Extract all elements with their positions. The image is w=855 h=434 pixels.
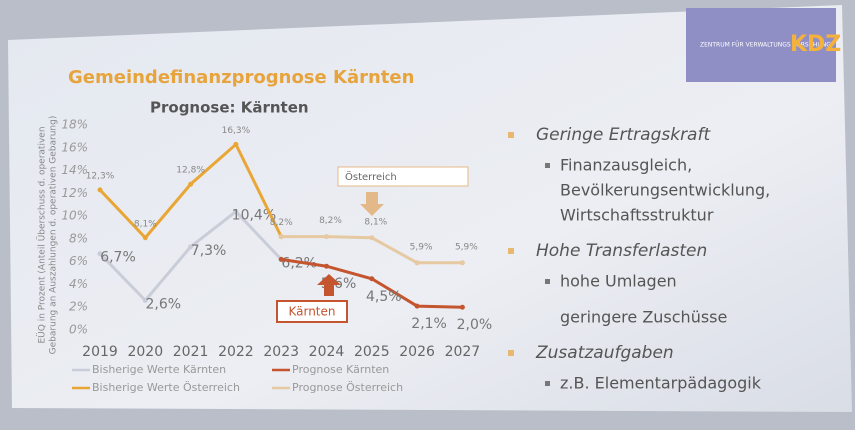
value-label: 8,1% bbox=[364, 217, 387, 227]
value-label: 12,8% bbox=[176, 166, 205, 176]
value-label: 8,2% bbox=[270, 218, 293, 228]
bullet-sub: geringere Zuschüsse bbox=[560, 308, 727, 327]
x-tick-label: 2020 bbox=[127, 344, 163, 360]
x-tick-label: 2022 bbox=[218, 344, 254, 360]
sub-bullet-mark bbox=[545, 279, 550, 284]
x-tick-label: 2024 bbox=[309, 344, 345, 360]
point bbox=[460, 260, 465, 265]
value-label: 5,9% bbox=[410, 242, 433, 252]
y-tick-label: 14% bbox=[61, 163, 88, 177]
y-tick-label: 0% bbox=[69, 323, 88, 337]
y-tick-label: 8% bbox=[69, 231, 88, 245]
point bbox=[233, 142, 238, 147]
value-label: 5,9% bbox=[455, 242, 478, 252]
point bbox=[369, 276, 374, 281]
sub-bullet-mark bbox=[545, 163, 550, 168]
slide: ZENTRUM FÜR VERWALTUNGS FORSCHUNG KDZ Ge… bbox=[0, 0, 855, 430]
value-label: 8,2% bbox=[319, 216, 342, 226]
point bbox=[460, 305, 465, 310]
x-tick-label: 2021 bbox=[173, 344, 209, 360]
bullet-heading: Geringe Ertragskraft bbox=[536, 125, 711, 145]
bullet-sub: Finanzausgleich, bbox=[560, 156, 692, 175]
point bbox=[188, 182, 193, 187]
bullet-heading: Zusatzaufgaben bbox=[535, 343, 674, 363]
bullet-sub: z.B. Elementarpädagogik bbox=[560, 374, 762, 393]
legend-label: Bisherige Werte Österreich bbox=[92, 381, 240, 394]
x-tick-label: 2027 bbox=[445, 344, 481, 360]
y-tick-label: 10% bbox=[61, 209, 88, 223]
value-label: 6,7% bbox=[100, 250, 136, 266]
logo-mark: KDZ bbox=[790, 32, 841, 57]
point bbox=[279, 234, 284, 239]
point bbox=[415, 304, 420, 309]
x-tick-label: 2023 bbox=[263, 344, 299, 360]
value-label: 7,3% bbox=[191, 243, 227, 259]
x-tick-label: 2026 bbox=[399, 344, 435, 360]
bullet-sub: Bevölkerungsentwicklung, bbox=[560, 181, 770, 200]
slide-title: Gemeindefinanzprognose Kärnten bbox=[68, 67, 414, 88]
annotation: Kärnten bbox=[288, 305, 335, 319]
x-tick-label: 2019 bbox=[82, 344, 118, 360]
y-tick-label: 4% bbox=[69, 277, 88, 291]
chart-title: Prognose: Kärnten bbox=[150, 99, 309, 117]
point bbox=[98, 187, 103, 192]
bullet-heading: Hohe Transferlasten bbox=[536, 241, 707, 261]
value-label: 2,0% bbox=[457, 317, 493, 333]
value-label: 16,3% bbox=[222, 126, 251, 136]
y-tick-label: 6% bbox=[69, 254, 88, 268]
y-tick-label: 18% bbox=[61, 118, 88, 132]
value-label: 8,1% bbox=[134, 219, 157, 229]
y-tick-label: 16% bbox=[61, 140, 88, 154]
value-label: 2,1% bbox=[411, 316, 447, 332]
bullet-mark bbox=[508, 350, 514, 356]
point bbox=[143, 235, 148, 240]
legend-label: Bisherige Werte Kärnten bbox=[92, 363, 226, 376]
value-label: 12,3% bbox=[86, 171, 115, 181]
value-label: 4,5% bbox=[366, 289, 402, 305]
legend-label: Prognose Österreich bbox=[292, 381, 403, 394]
bullet-sub: Wirtschaftsstruktur bbox=[560, 206, 714, 225]
legend-label: Prognose Kärnten bbox=[292, 363, 389, 376]
point bbox=[324, 264, 329, 269]
annotation: Österreich bbox=[345, 170, 397, 183]
point bbox=[415, 260, 420, 265]
value-label: 2,6% bbox=[146, 296, 182, 312]
y-axis-label: Gebarung an Auszahlungen d. operativen G… bbox=[49, 116, 59, 355]
bullet-sub: hohe Umlagen bbox=[560, 272, 677, 291]
point bbox=[324, 234, 329, 239]
bullet-mark bbox=[508, 248, 514, 254]
y-tick-label: 12% bbox=[61, 186, 88, 200]
y-axis-label: EÜQ in Prozent (Anteil Überschuss d. ope… bbox=[37, 126, 48, 343]
x-tick-label: 2025 bbox=[354, 344, 390, 360]
sub-bullet-mark bbox=[545, 381, 550, 386]
point bbox=[369, 235, 374, 240]
bullet-mark bbox=[508, 132, 514, 138]
point bbox=[279, 257, 284, 262]
y-tick-label: 2% bbox=[69, 300, 88, 314]
